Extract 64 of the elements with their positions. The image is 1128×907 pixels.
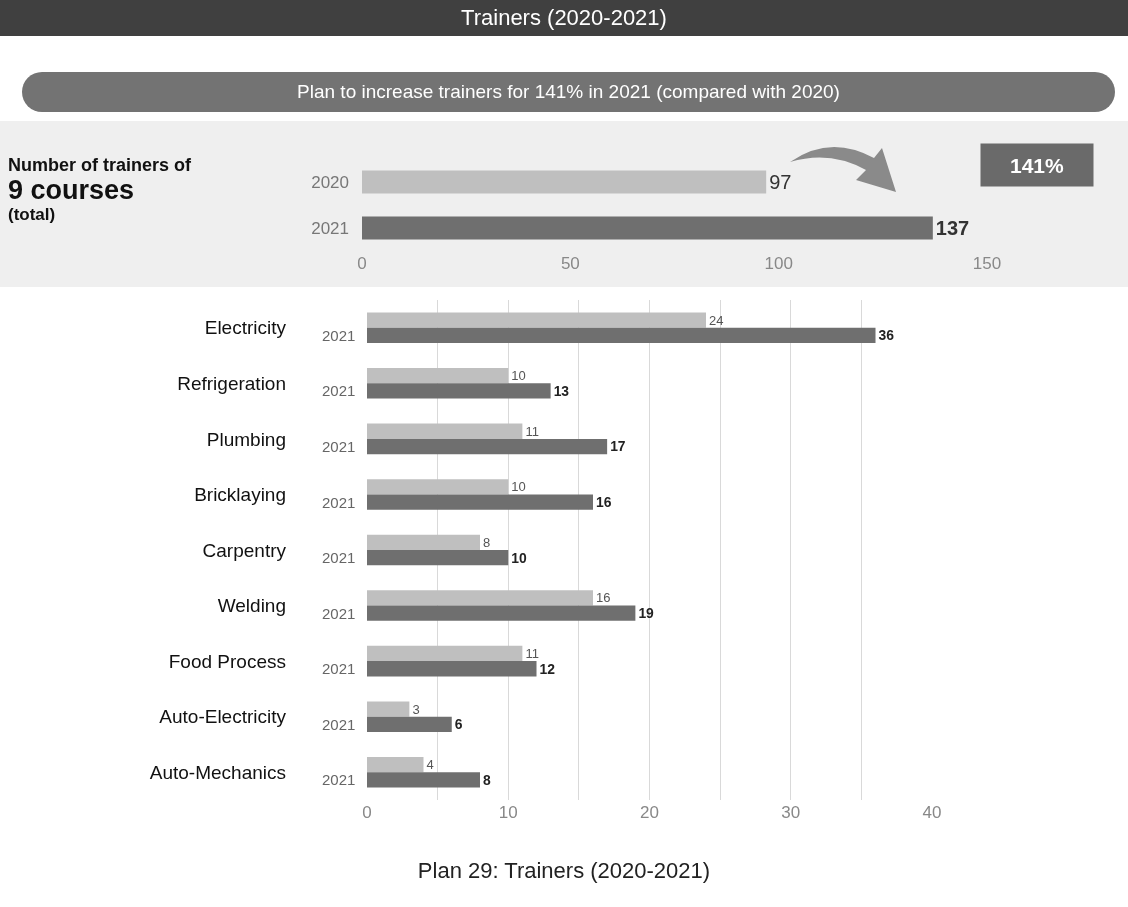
data-label: 11 bbox=[525, 423, 539, 439]
y-tick-label: Auto-Electricity bbox=[159, 706, 287, 728]
x-tick-label: 0 bbox=[357, 254, 367, 273]
bar bbox=[367, 550, 509, 566]
data-label: 97 bbox=[769, 171, 792, 193]
data-label: 19 bbox=[638, 605, 655, 622]
data-label: 16 bbox=[596, 590, 611, 606]
bar bbox=[367, 383, 551, 399]
data-label: 137 bbox=[935, 217, 970, 239]
data-label: 6 bbox=[454, 716, 463, 733]
x-tick-label: 50 bbox=[560, 254, 580, 273]
bar bbox=[367, 701, 410, 717]
data-label: 24 bbox=[709, 312, 724, 328]
y-tick-label: 2020 bbox=[311, 172, 349, 192]
data-label: 13 bbox=[553, 382, 570, 399]
data-label: 36 bbox=[878, 327, 895, 344]
bar bbox=[367, 312, 706, 328]
data-label: 10 bbox=[511, 368, 526, 384]
text: 141% bbox=[1009, 153, 1065, 177]
x-tick-label: 30 bbox=[781, 803, 801, 822]
bar bbox=[367, 756, 424, 773]
text: (total) bbox=[8, 205, 56, 224]
chart-title: Trainers (2020-2021) bbox=[0, 0, 1128, 36]
bar bbox=[367, 534, 480, 550]
y-tick-label: Carpentry bbox=[202, 539, 287, 561]
text: Number of trainers of bbox=[8, 155, 193, 175]
y-tick-label: Refrigeration bbox=[177, 372, 286, 394]
bar bbox=[367, 479, 509, 495]
text: Plan 29: Trainers (2020-2021) bbox=[416, 858, 712, 884]
x-tick-label: 20 bbox=[640, 803, 659, 822]
bar bbox=[367, 368, 509, 384]
data-label: 16 bbox=[596, 493, 612, 510]
x-tick-label: 10 bbox=[498, 803, 518, 822]
bar bbox=[367, 661, 537, 677]
y-tick-label: Electricity bbox=[204, 317, 287, 339]
text: 9 courses bbox=[8, 175, 135, 205]
data-label: 8 bbox=[483, 534, 491, 550]
y-tick-label: Bricklaying bbox=[194, 484, 286, 506]
x-tick-label: 40 bbox=[922, 803, 942, 822]
data-label: 10 bbox=[511, 549, 527, 566]
data-label: 4 bbox=[426, 757, 434, 773]
y-tick-label: Food Process bbox=[168, 650, 286, 672]
chart-subtitle: Plan to increase trainers for 141% in 2021 (compared with 2020) bbox=[22, 72, 1115, 112]
y-tick-label: Welding bbox=[217, 595, 286, 617]
data-label: 10 bbox=[511, 479, 526, 495]
bar bbox=[367, 423, 523, 439]
bar bbox=[367, 605, 636, 621]
bar bbox=[367, 327, 876, 344]
data-label: 17 bbox=[610, 438, 626, 455]
data-label: 12 bbox=[539, 660, 556, 677]
x-tick-label: 150 bbox=[972, 254, 1002, 273]
bar bbox=[367, 645, 523, 662]
y-tick-label: Auto-Mechanics bbox=[149, 761, 286, 783]
data-label: 11 bbox=[525, 645, 539, 661]
x-tick-label: 100 bbox=[764, 254, 793, 273]
bar bbox=[367, 438, 608, 455]
data-label: 3 bbox=[412, 701, 420, 717]
y-tick-label: Plumbing bbox=[206, 428, 286, 450]
data-label: 8 bbox=[483, 771, 491, 788]
bar bbox=[367, 590, 593, 606]
bar bbox=[367, 494, 593, 510]
x-tick-label: 0 bbox=[362, 803, 372, 822]
bar bbox=[367, 716, 452, 732]
bar bbox=[367, 772, 480, 788]
